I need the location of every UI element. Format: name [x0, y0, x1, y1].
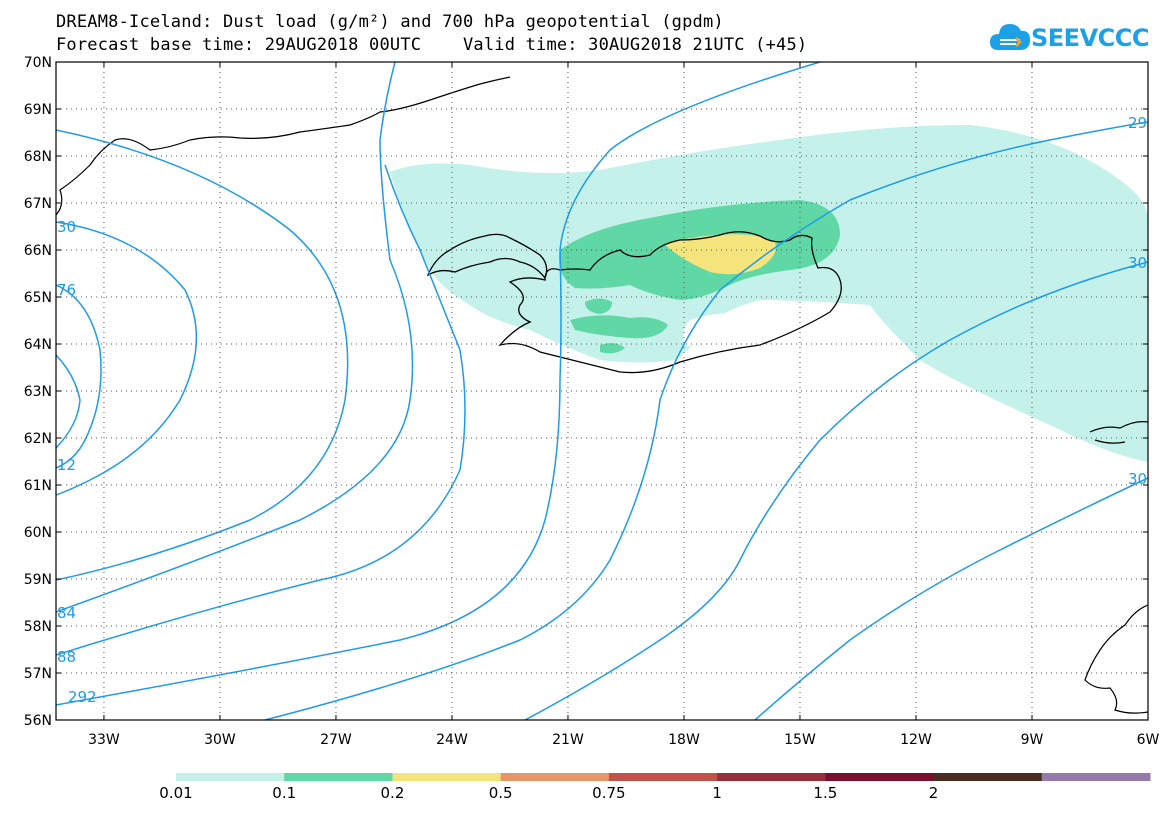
colorbar-swatch — [608, 773, 718, 781]
colorbar-swatch — [933, 773, 1043, 781]
contour-line-4 — [56, 354, 81, 449]
colorbar-swatch — [500, 773, 610, 781]
contour-label: 29 — [1128, 114, 1147, 132]
lon-label: 21W — [552, 732, 584, 748]
contour-label: 84 — [57, 604, 76, 622]
lat-label: 64N — [24, 337, 52, 353]
colorbar-label: 2 — [928, 784, 939, 802]
map-subtitle: Forecast base time: 29AUG2018 00UTC Vali… — [56, 35, 808, 55]
greenland-coast — [56, 76, 511, 216]
contour-line-7 — [56, 62, 821, 706]
contour-line-8 — [264, 121, 1148, 720]
lon-label: 9W — [1021, 732, 1044, 748]
contour-label: 12 — [57, 456, 76, 474]
lon-label: 27W — [320, 732, 352, 748]
scotland-coast — [1084, 604, 1148, 714]
contour-label: 292 — [68, 688, 97, 706]
contour-label: 30 — [1128, 470, 1147, 488]
colorbar-swatch — [825, 773, 935, 781]
lat-label: 66N — [24, 243, 52, 259]
contour-label: 30 — [57, 218, 76, 236]
colorbar-label: 0.1 — [272, 784, 297, 802]
clear-patch — [683, 313, 770, 352]
cloud-icon — [990, 24, 1030, 50]
lat-label: 68N — [24, 149, 52, 165]
contour-label: 88 — [57, 648, 76, 666]
lat-label: 57N — [24, 666, 52, 682]
map-title: DREAM8-Iceland: Dust load (g/m²) and 700… — [56, 12, 724, 32]
lat-label: 69N — [24, 102, 52, 118]
colorbar-swatch — [176, 773, 285, 781]
lat-label: 62N — [24, 431, 52, 447]
lat-label: 61N — [24, 478, 52, 494]
colorbar-label: 0.5 — [488, 784, 513, 802]
dust-patch-a — [585, 298, 612, 314]
dust-patch-b — [570, 315, 668, 339]
lat-label: 56N — [24, 713, 52, 729]
lon-label: 24W — [436, 732, 468, 748]
contour-line-10 — [754, 477, 1148, 720]
logo-text: SEEVCCC — [1031, 24, 1150, 52]
faroe-coast — [1089, 421, 1148, 444]
lat-label: 63N — [24, 384, 52, 400]
colorbar-swatch — [392, 773, 502, 781]
lat-label: 58N — [24, 619, 52, 635]
dust-region-02 — [665, 234, 776, 275]
contour-label: 76 — [57, 281, 76, 299]
colorbar — [176, 773, 1151, 781]
colorbar-label: 1 — [712, 784, 722, 802]
lat-label: 65N — [24, 290, 52, 306]
colorbar-label: 1.5 — [813, 784, 838, 802]
lat-label: 60N — [24, 525, 52, 541]
lat-label: 70N — [24, 55, 52, 71]
colorbar-label: 0.75 — [592, 784, 626, 802]
contour-line-6 — [56, 164, 466, 656]
contour-line-3 — [56, 284, 102, 469]
lon-label: 18W — [668, 732, 700, 748]
lat-label: 67N — [24, 196, 52, 212]
colorbar-label: 0.01 — [159, 784, 193, 802]
colorbar-swatch — [284, 773, 393, 781]
iceland-coast — [426, 231, 842, 374]
colorbar-label: 0.2 — [380, 784, 405, 802]
contour-line-1 — [56, 129, 349, 581]
colorbar-swatch — [1041, 773, 1151, 781]
lon-label: 6W — [1137, 732, 1160, 748]
contour-label: 30 — [1128, 254, 1147, 272]
contour-line-9 — [524, 261, 1148, 720]
lon-label: 15W — [784, 732, 816, 748]
contour-line-5 — [56, 62, 414, 613]
lon-label: 33W — [88, 732, 120, 748]
dust-region-001 — [390, 125, 1148, 462]
lat-label: 59N — [24, 572, 52, 588]
lon-label: 30W — [204, 732, 236, 748]
colorbar-swatch — [717, 773, 826, 781]
contour-line-2 — [56, 221, 198, 496]
lon-label: 12W — [900, 732, 932, 748]
dust-patch-c — [600, 343, 625, 354]
